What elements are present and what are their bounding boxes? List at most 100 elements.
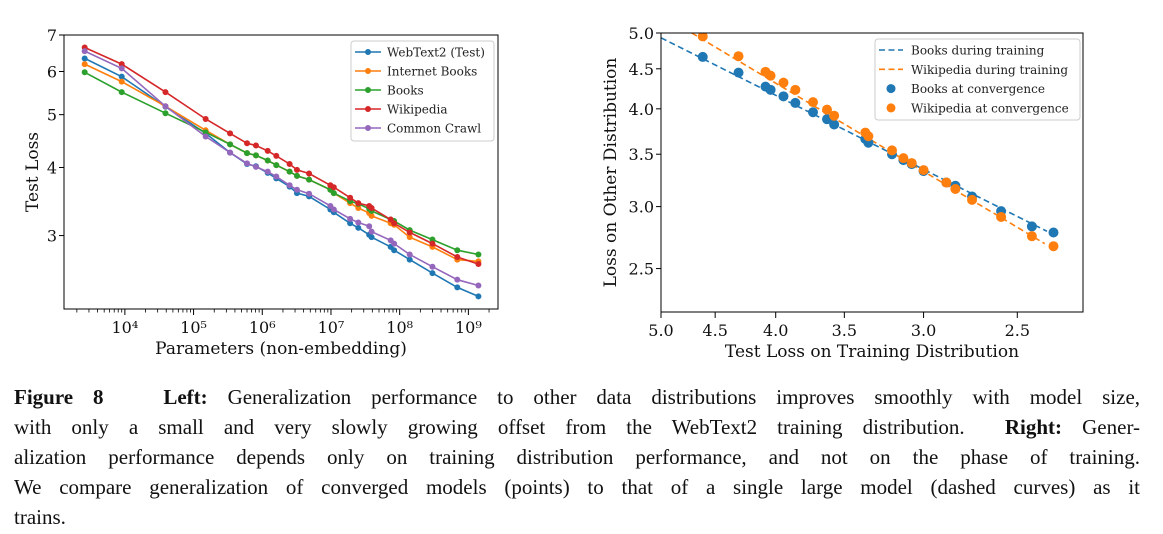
data-point xyxy=(454,254,461,261)
y-tick-label: 6 xyxy=(47,62,57,81)
x-tick-label: 10⁸ xyxy=(386,318,413,337)
x-tick-label: 10⁹ xyxy=(455,318,482,337)
y-tick-label: 4.5 xyxy=(629,60,654,79)
legend-label: Wikipedia during training xyxy=(911,63,1068,77)
y-tick-label: 3 xyxy=(47,227,57,246)
x-axis-label: Test Loss on Training Distribution xyxy=(725,342,1019,362)
data-point xyxy=(733,51,744,62)
legend: WebText2 (Test) Internet Books Books Wikipe… xyxy=(350,40,495,142)
data-point xyxy=(829,110,840,121)
data-point xyxy=(1026,231,1037,242)
data-point xyxy=(1048,241,1059,252)
y-tick-label: 4 xyxy=(47,158,57,177)
data-point xyxy=(306,176,313,183)
data-point xyxy=(244,160,251,167)
dashed-curve-wikipedia xyxy=(691,33,1046,245)
data-point xyxy=(697,51,708,62)
x-tick-label: 10⁴ xyxy=(111,318,138,337)
plot-area xyxy=(661,33,1059,252)
dashed-curve-books xyxy=(661,37,1048,232)
legend-label: Books at convergence xyxy=(911,82,1045,96)
figure-label: Figure 8 xyxy=(14,385,104,409)
data-point xyxy=(863,131,874,142)
data-point xyxy=(81,61,88,68)
data-point xyxy=(286,160,293,167)
legend-marker-icon xyxy=(365,68,371,74)
plot-frame xyxy=(660,32,1084,313)
data-point xyxy=(368,228,375,235)
data-point xyxy=(162,89,169,96)
legend-label: Books during training xyxy=(911,44,1045,58)
legend-label: Common Crawl xyxy=(387,122,481,136)
data-point xyxy=(391,220,398,227)
caption-line: Figure 8 Left: Generalization performanc… xyxy=(14,382,1140,412)
x-tick-label: 5.0 xyxy=(648,321,673,340)
data-point xyxy=(822,104,833,115)
legend-label: Wikipedia at convergence xyxy=(911,101,1069,115)
caption-line: with only a small and very slowly growin… xyxy=(14,412,1140,442)
data-point xyxy=(454,284,461,291)
data-point xyxy=(347,220,354,227)
right-chart-generalization: 5.0 4.5 4.0 3.5 3.0 2.5 2.5 3.0 3.5 4.0 4.5 5.0 Test… xyxy=(601,24,1084,362)
caption-line: alization performance depends only on tr… xyxy=(14,442,1140,472)
y-tick-label: 5.0 xyxy=(629,24,654,43)
data-point xyxy=(366,223,373,230)
data-point xyxy=(118,65,125,72)
data-point xyxy=(252,163,259,170)
data-point xyxy=(306,170,313,177)
data-point xyxy=(330,184,337,191)
data-point xyxy=(355,205,362,212)
data-point xyxy=(81,55,88,62)
data-point xyxy=(306,190,313,197)
data-point xyxy=(697,33,708,42)
data-point xyxy=(429,263,436,270)
data-point xyxy=(808,107,819,118)
x-tick-label: 4.5 xyxy=(702,321,727,340)
data-point xyxy=(778,91,789,102)
data-point xyxy=(355,219,362,226)
caption-text: Gener- xyxy=(1082,415,1141,439)
data-point xyxy=(950,183,961,194)
caption-text: with only a small and very slowly growin… xyxy=(14,415,965,439)
data-point xyxy=(733,67,744,78)
data-point xyxy=(898,153,909,164)
caption-line: We compare generalization of converged m… xyxy=(14,472,1140,502)
data-point xyxy=(118,89,125,96)
caption-text: Generalization performance to other data… xyxy=(227,385,1141,409)
y-tick-label: 5 xyxy=(47,106,57,125)
data-point xyxy=(808,97,819,108)
x-tick-label: 10⁵ xyxy=(180,318,207,337)
series-wikipedia xyxy=(81,44,482,268)
data-point xyxy=(162,103,169,110)
data-point xyxy=(918,165,929,176)
series-line xyxy=(84,46,479,265)
legend-dot-icon xyxy=(886,103,896,113)
y-axis-label: Test Loss xyxy=(23,132,43,212)
data-point xyxy=(475,261,482,268)
data-point xyxy=(355,224,362,231)
legend-box xyxy=(874,38,1081,121)
caption-text: alization performance depends only on tr… xyxy=(14,445,1140,469)
data-point xyxy=(765,84,776,95)
x-tick-label: 4.0 xyxy=(763,321,788,340)
data-point xyxy=(273,173,280,180)
data-point xyxy=(202,129,209,136)
data-point xyxy=(252,152,259,159)
data-point xyxy=(887,145,898,156)
data-point xyxy=(293,166,300,173)
data-point xyxy=(368,205,375,212)
data-point xyxy=(244,150,251,157)
data-point xyxy=(475,251,482,258)
caption-text: trains. xyxy=(14,505,66,529)
caption-line: trains. xyxy=(14,502,1140,532)
data-point xyxy=(406,256,413,263)
x-tick-label: 3.0 xyxy=(911,321,936,340)
data-point xyxy=(429,270,436,277)
data-point xyxy=(429,240,436,247)
data-point xyxy=(273,152,280,159)
legend-marker-icon xyxy=(365,106,371,112)
data-point xyxy=(406,234,413,241)
data-point xyxy=(454,247,461,254)
legend-label: WebText2 (Test) xyxy=(387,46,485,60)
data-point xyxy=(293,172,300,179)
